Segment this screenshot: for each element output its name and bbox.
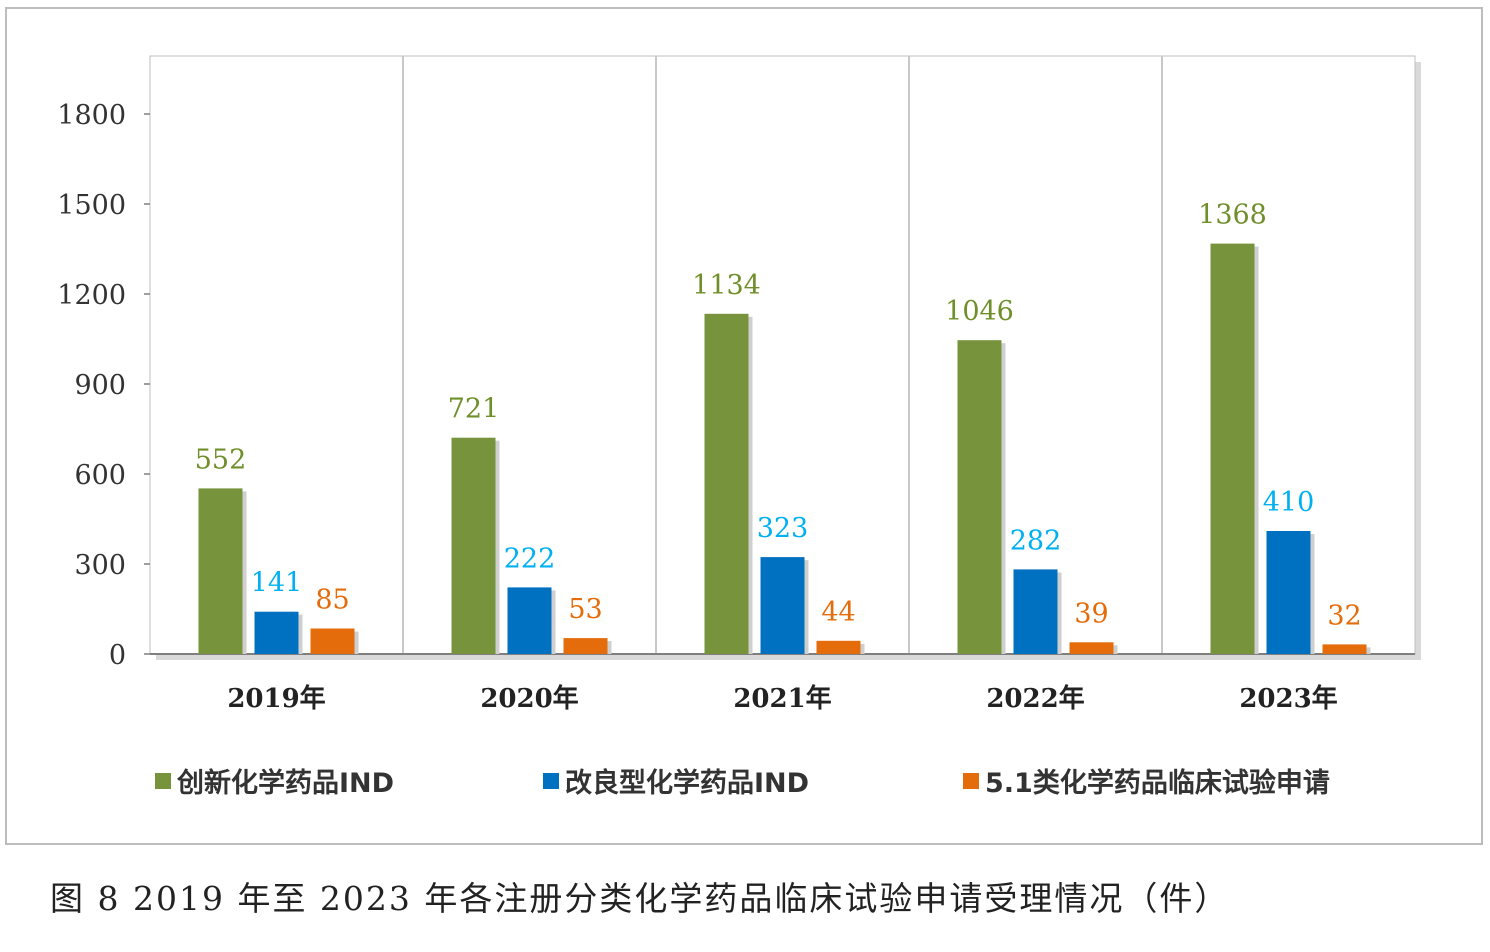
- x-tick-label: 2021年: [733, 683, 831, 714]
- bar: [198, 488, 243, 654]
- y-tick-label: 1200: [57, 280, 126, 311]
- bar: [704, 313, 749, 654]
- data-label: 1134: [692, 270, 761, 301]
- figure-caption: 图 8 2019 年至 2023 年各注册分类化学药品临床试验申请受理情况（件）: [50, 879, 1230, 918]
- bar: [957, 340, 1002, 654]
- legend-label: 创新化学药品IND: [177, 768, 395, 799]
- data-label: 141: [251, 568, 303, 599]
- data-label: 44: [821, 597, 855, 628]
- bar: [563, 638, 608, 654]
- legend-swatch-green: [155, 772, 171, 789]
- x-tick-label: 2023年: [1239, 683, 1337, 714]
- bar: [507, 587, 552, 654]
- y-tick-label: 300: [74, 550, 126, 581]
- data-label: 721: [448, 394, 500, 425]
- data-label: 85: [315, 585, 349, 616]
- legend-label: 改良型化学药品IND: [565, 768, 810, 799]
- plot-area: [149, 55, 1416, 655]
- y-tick-label: 900: [74, 370, 126, 401]
- x-tick-label: 2022年: [986, 683, 1084, 714]
- legend-label: 5.1类化学药品临床试验申请: [985, 768, 1330, 799]
- bar: [1069, 642, 1114, 654]
- data-label: 32: [1327, 600, 1361, 631]
- data-label: 552: [195, 444, 247, 475]
- bar: [1322, 644, 1367, 654]
- data-label: 1046: [945, 296, 1014, 327]
- y-tick-label: 600: [74, 460, 126, 491]
- bar: [760, 557, 805, 654]
- data-label: 39: [1074, 598, 1108, 629]
- legend-item-class51: 5.1类化学药品临床试验申请: [963, 761, 1330, 800]
- bar-chart: 0 300 600 900 1200 1500 1800 552 141 85 2019年 721 22…: [57, 55, 1421, 714]
- data-label: 282: [1010, 525, 1062, 556]
- bar: [1210, 243, 1255, 654]
- bar: [1013, 569, 1058, 654]
- bar: [816, 640, 861, 654]
- bar: [254, 611, 299, 654]
- chart-frame: 0 300 600 900 1200 1500 1800 552 141 85 2019年 721 22…: [5, 7, 1483, 845]
- y-tick-label: 1500: [57, 190, 126, 221]
- bar: [310, 628, 355, 654]
- legend-swatch-orange: [963, 772, 979, 789]
- data-label: 410: [1263, 487, 1315, 518]
- legend-item-innovative: 创新化学药品IND: [155, 761, 394, 800]
- legend-swatch-blue: [543, 772, 559, 789]
- data-label: 53: [568, 594, 602, 625]
- legend-item-improved: 改良型化学药品IND: [543, 761, 809, 800]
- bar: [1266, 531, 1311, 654]
- x-tick-label: 2019年: [227, 683, 325, 714]
- data-label: 222: [504, 543, 556, 574]
- y-tick-label: 1800: [57, 100, 126, 131]
- data-label: 323: [757, 513, 809, 544]
- x-tick-label: 2020年: [480, 683, 578, 714]
- bar: [451, 437, 496, 654]
- y-tick-label: 0: [109, 640, 126, 671]
- data-label: 1368: [1198, 200, 1267, 231]
